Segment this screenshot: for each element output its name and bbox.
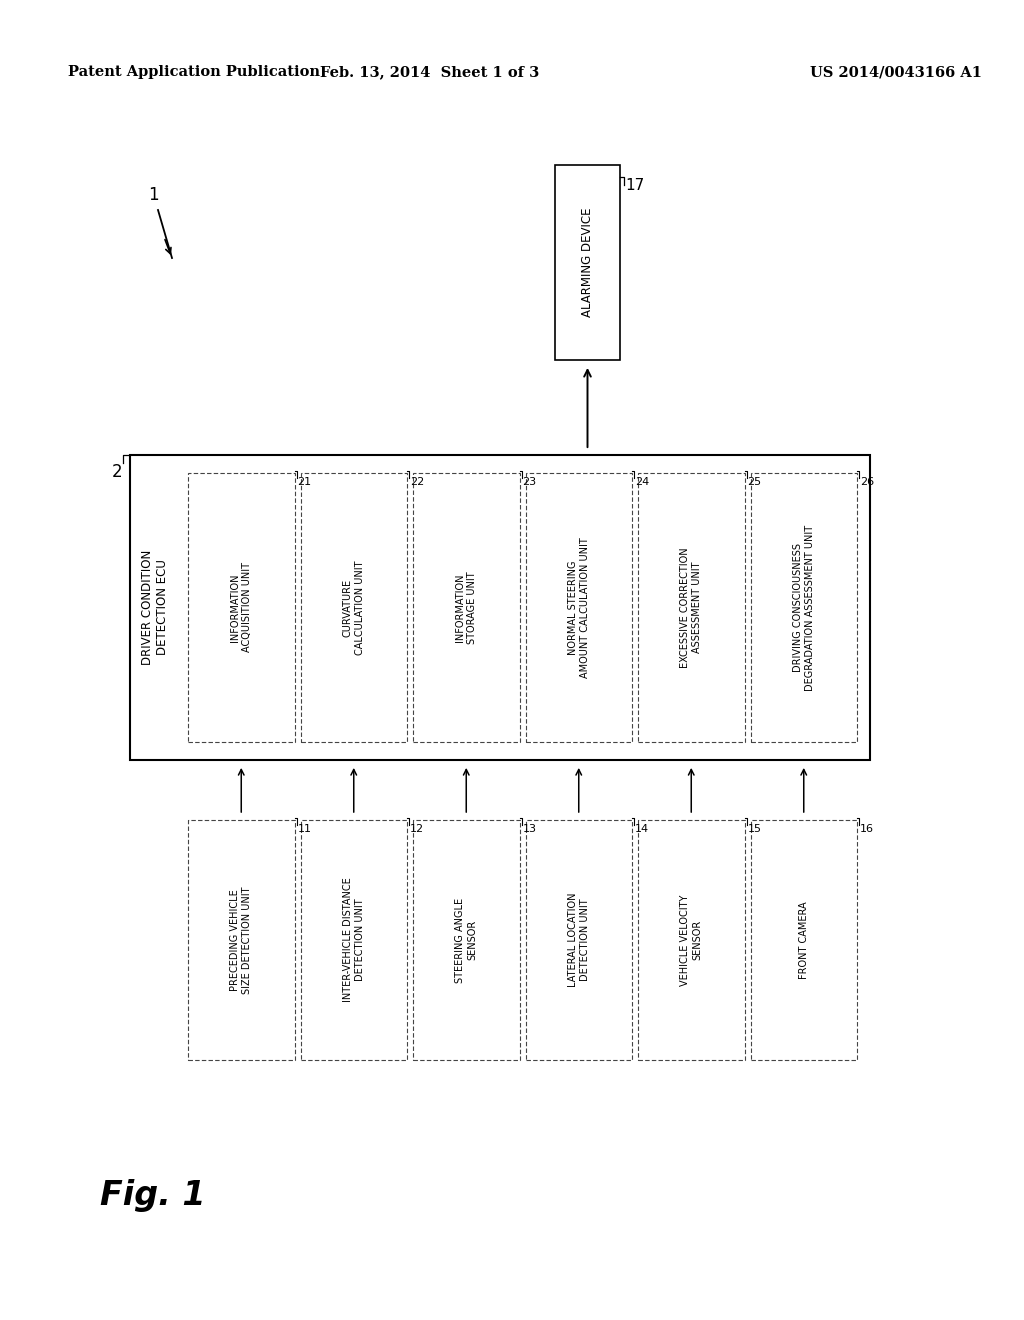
Text: 21: 21 — [298, 477, 311, 487]
Text: STEERING ANGLE
SENSOR: STEERING ANGLE SENSOR — [456, 898, 477, 982]
Bar — [751, 820, 857, 1060]
Bar — [188, 473, 295, 742]
Bar — [638, 473, 744, 742]
Bar — [130, 455, 870, 760]
Text: 25: 25 — [748, 477, 762, 487]
Text: EXCESSIVE CORRECTION
ASSESSMENT UNIT: EXCESSIVE CORRECTION ASSESSMENT UNIT — [681, 548, 702, 668]
Text: DRIVER CONDITION
DETECTION ECU: DRIVER CONDITION DETECTION ECU — [141, 550, 169, 665]
Text: 13: 13 — [522, 824, 537, 834]
Bar — [300, 473, 407, 742]
Bar — [525, 473, 632, 742]
Text: Fig. 1: Fig. 1 — [100, 1179, 206, 1212]
Text: Feb. 13, 2014  Sheet 1 of 3: Feb. 13, 2014 Sheet 1 of 3 — [321, 65, 540, 79]
Text: 2: 2 — [112, 463, 122, 480]
Text: 22: 22 — [410, 477, 424, 487]
Text: 1: 1 — [148, 186, 159, 205]
Text: 23: 23 — [522, 477, 537, 487]
Text: US 2014/0043166 A1: US 2014/0043166 A1 — [810, 65, 982, 79]
Bar — [751, 473, 857, 742]
Text: VEHICLE VELOCITY
SENSOR: VEHICLE VELOCITY SENSOR — [681, 895, 702, 986]
Text: 26: 26 — [860, 477, 874, 487]
Text: 12: 12 — [410, 824, 424, 834]
Text: 14: 14 — [635, 824, 649, 834]
Text: Patent Application Publication: Patent Application Publication — [68, 65, 319, 79]
Text: LATERAL LOCATION
DETECTION UNIT: LATERAL LOCATION DETECTION UNIT — [568, 892, 590, 987]
Text: DRIVING CONSCIOUSNESS
DEGRADATION ASSESSMENT UNIT: DRIVING CONSCIOUSNESS DEGRADATION ASSESS… — [793, 524, 814, 690]
Text: INFORMATION
ACQUISITION UNIT: INFORMATION ACQUISITION UNIT — [230, 562, 252, 652]
Text: ALARMING DEVICE: ALARMING DEVICE — [581, 207, 594, 317]
Bar — [413, 473, 519, 742]
Text: 24: 24 — [635, 477, 649, 487]
Text: 17: 17 — [625, 177, 644, 193]
Text: PRECEDING VEHICLE
SIZE DETECTION UNIT: PRECEDING VEHICLE SIZE DETECTION UNIT — [230, 886, 252, 994]
Text: 11: 11 — [298, 824, 311, 834]
Bar — [300, 820, 407, 1060]
Bar — [188, 820, 295, 1060]
Bar — [638, 820, 744, 1060]
Text: FRONT CAMERA: FRONT CAMERA — [799, 902, 809, 979]
Text: NORMAL STEERING
AMOUNT CALCULATION UNIT: NORMAL STEERING AMOUNT CALCULATION UNIT — [568, 537, 590, 678]
Text: INTER-VEHICLE DISTANCE
DETECTION UNIT: INTER-VEHICLE DISTANCE DETECTION UNIT — [343, 878, 365, 1002]
Bar — [525, 820, 632, 1060]
Bar — [413, 820, 519, 1060]
Text: 16: 16 — [860, 824, 874, 834]
Text: CURVATURE
CALCULATION UNIT: CURVATURE CALCULATION UNIT — [343, 560, 365, 655]
Text: 15: 15 — [748, 824, 762, 834]
Text: INFORMATION
STORAGE UNIT: INFORMATION STORAGE UNIT — [456, 572, 477, 644]
Bar — [555, 165, 620, 360]
